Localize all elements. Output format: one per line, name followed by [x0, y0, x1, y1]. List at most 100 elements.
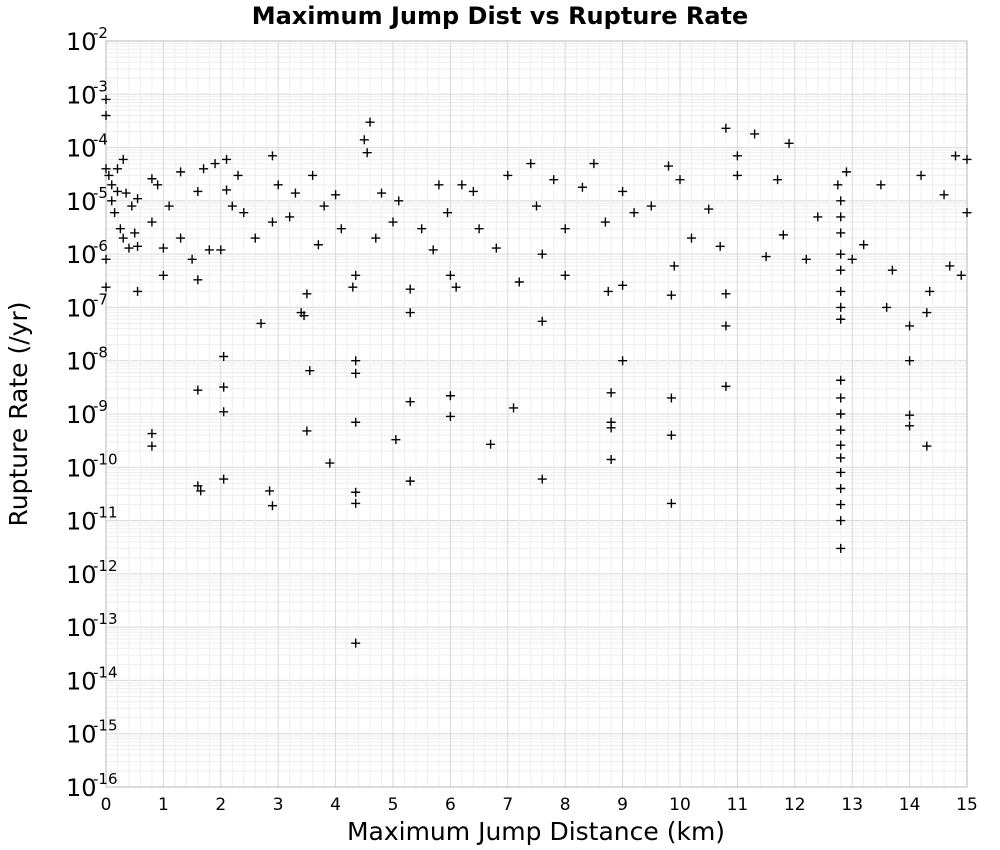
data-point [474, 224, 484, 234]
data-point [836, 393, 846, 403]
data-point [732, 151, 742, 161]
data-point [193, 385, 203, 395]
data-point [664, 161, 674, 171]
data-point [121, 188, 131, 198]
x-tick-label: 14 [899, 795, 921, 815]
data-point [618, 186, 628, 196]
data-point [537, 474, 547, 484]
data-point [603, 286, 613, 296]
data-point [265, 486, 275, 496]
y-tick-exponent: -16 [93, 770, 118, 788]
data-point [836, 500, 846, 510]
y-tick-label: 10 [66, 135, 97, 163]
y-tick-exponent: -7 [93, 290, 108, 308]
data-point [629, 208, 639, 218]
y-tick-exponent: -5 [93, 184, 108, 202]
data-point [199, 164, 209, 174]
data-point [336, 224, 346, 234]
y-tick-label: 10 [66, 614, 97, 642]
data-point [428, 245, 438, 255]
data-point [147, 174, 157, 184]
data-point [445, 270, 455, 280]
data-point [147, 441, 157, 451]
x-tick-label: 8 [560, 795, 571, 815]
data-point [104, 170, 114, 180]
y-tick-label: 10 [66, 294, 97, 322]
y-tick-exponent: -2 [93, 24, 108, 42]
data-point [147, 429, 157, 439]
data-point [193, 481, 203, 491]
data-point [101, 164, 111, 174]
data-point [445, 411, 455, 421]
y-axis-label: Rupture Rate (/yr) [4, 302, 33, 527]
data-point [325, 458, 335, 468]
data-point [302, 426, 312, 436]
x-tick-label: 0 [101, 795, 112, 815]
data-point [606, 388, 616, 398]
data-point [112, 164, 122, 174]
data-point [618, 356, 628, 366]
data-point [836, 409, 846, 419]
data-point [118, 154, 128, 164]
y-tick-label: 10 [66, 188, 97, 216]
data-point [962, 154, 972, 164]
data-point [686, 233, 696, 243]
data-point [537, 316, 547, 326]
data-point [302, 289, 312, 299]
data-point [107, 196, 117, 206]
data-point [468, 186, 478, 196]
data-point [127, 201, 137, 211]
data-point [836, 483, 846, 493]
y-tick-exponent: -13 [93, 610, 118, 628]
data-point [451, 282, 461, 292]
data-point [549, 175, 559, 185]
data-point [319, 201, 329, 211]
data-point [394, 196, 404, 206]
data-point [391, 435, 401, 445]
data-point [836, 196, 846, 206]
x-tick-label: 10 [669, 795, 691, 815]
plot-frame [105, 40, 968, 788]
data-point [600, 217, 610, 227]
data-point [445, 391, 455, 401]
data-point [922, 308, 932, 318]
y-tick-exponent: -4 [93, 131, 108, 149]
data-point [101, 94, 111, 104]
data-point [721, 123, 731, 133]
data-point [267, 501, 277, 511]
data-point [362, 148, 372, 158]
y-tick-label: 10 [66, 667, 97, 695]
y-tick-label: 10 [66, 81, 97, 109]
data-point [962, 208, 972, 218]
data-point [299, 311, 309, 321]
data-point [761, 252, 771, 262]
data-point [606, 454, 616, 464]
data-point [503, 170, 513, 180]
data-point [405, 284, 415, 294]
data-point [222, 185, 232, 195]
data-point [721, 289, 731, 299]
data-point [158, 270, 168, 280]
data-point [101, 110, 111, 120]
data-point [101, 254, 111, 264]
data-point [618, 280, 628, 290]
x-tick-label: 6 [445, 795, 456, 815]
data-point [348, 282, 358, 292]
x-tick-label: 13 [841, 795, 863, 815]
data-point [388, 217, 398, 227]
y-tick-exponent: -3 [93, 77, 108, 95]
data-point [285, 212, 295, 222]
data-point [267, 217, 277, 227]
data-point [721, 381, 731, 391]
data-point [526, 159, 536, 169]
grid [105, 40, 968, 788]
data-point [219, 474, 229, 484]
data-point [666, 290, 676, 300]
y-tick-label: 10 [66, 28, 97, 56]
data-point [351, 638, 361, 648]
data-point [841, 167, 851, 177]
x-tick-label: 1 [158, 795, 169, 815]
data-point [922, 441, 932, 451]
data-point [417, 224, 427, 234]
